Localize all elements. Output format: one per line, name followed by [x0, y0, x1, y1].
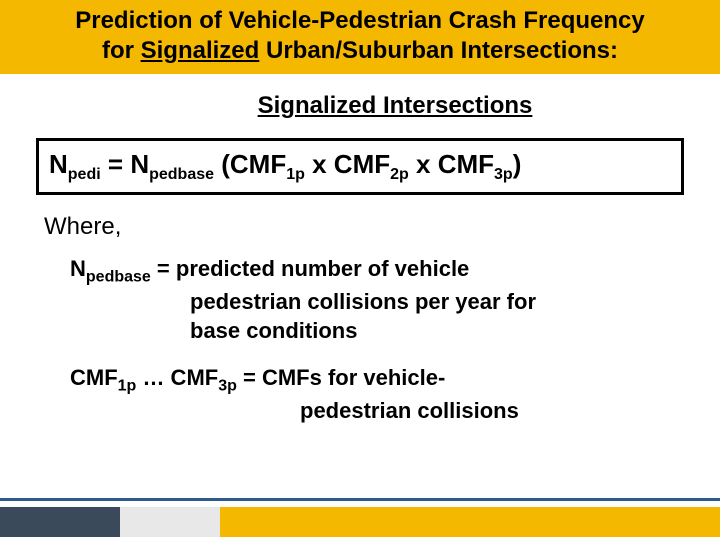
def2-eq: = CMFs for vehicle-: [237, 365, 445, 390]
where-label: Where,: [44, 213, 720, 241]
footer-divider: [0, 498, 720, 501]
def1-N: N: [70, 256, 86, 281]
def2-a: CMF: [70, 365, 118, 390]
title-line2-underline: Signalized: [141, 37, 260, 64]
formula-N2: N: [130, 149, 149, 179]
formula-open: (CMF: [214, 149, 286, 179]
def2-sub-1p: 1p: [118, 377, 137, 394]
title-line2-a: for: [102, 37, 141, 64]
footer-block-light: [120, 507, 220, 537]
def1-sub-pedbase: pedbase: [86, 269, 151, 286]
formula-sub-pedi: pedi: [68, 166, 101, 183]
def2-line2: pedestrian collisions: [70, 397, 720, 426]
def2-dots: … CMF: [136, 365, 218, 390]
formula-eq: =: [101, 149, 131, 179]
footer-bar: [0, 507, 720, 537]
def2-sub-3p: 3p: [218, 377, 237, 394]
footer-block-gold: [220, 507, 720, 537]
formula-sub-1p: 1p: [286, 166, 305, 183]
formula-sub-2p: 2p: [390, 166, 409, 183]
def1-line2: pedestrian collisions per year for: [70, 288, 720, 317]
title-band: Prediction of Vehicle-Pedestrian Crash F…: [0, 0, 720, 74]
formula-sub-3p: 3p: [494, 166, 513, 183]
def1-eq: = predicted number of vehicle: [151, 256, 469, 281]
formula-sub-pedbase: pedbase: [149, 166, 214, 183]
footer-block-dark: [0, 507, 120, 537]
definition-npedbase: Npedbase = predicted number of vehicle p…: [70, 255, 720, 345]
slide-title: Prediction of Vehicle-Pedestrian Crash F…: [20, 6, 700, 66]
formula-N1: N: [49, 149, 68, 179]
formula-x1: x CMF: [305, 149, 390, 179]
title-line1: Prediction of Vehicle-Pedestrian Crash F…: [75, 7, 645, 34]
formula-close: ): [513, 149, 522, 179]
title-line2-b: Urban/Suburban Intersections:: [259, 37, 618, 64]
subheader: Signalized Intersections: [0, 92, 720, 120]
formula-x2: x CMF: [409, 149, 494, 179]
definition-cmf: CMF1p … CMF3p = CMFs for vehicle- pedest…: [70, 364, 720, 426]
footer: [0, 498, 720, 540]
def1-line3: base conditions: [70, 317, 720, 346]
formula-box: Npedi = Npedbase (CMF1p x CMF2p x CMF3p): [36, 138, 684, 195]
